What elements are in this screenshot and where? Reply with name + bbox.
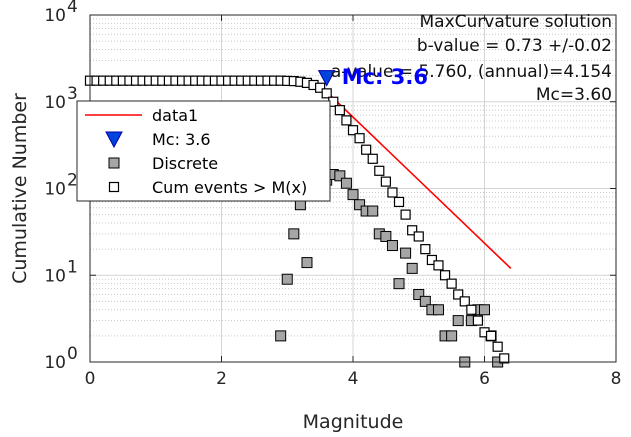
discrete-point (367, 205, 379, 217)
cumulative-point (407, 225, 418, 236)
annotation-box: MaxCurvature solution b-value = 0.73 +/-… (331, 12, 612, 105)
cumulative-point (334, 105, 345, 116)
y-tick-exponent: 1 (67, 257, 78, 277)
y-axis-label: Cumulative Number (9, 93, 31, 284)
annotation-line: b-value = 0.73 +/-0.02 (417, 36, 612, 56)
cumulative-point (347, 125, 359, 136)
discrete-point (452, 315, 464, 327)
annotation-line: Mc=3.60 (536, 85, 612, 105)
legend-label: Mc: 3.6 (152, 130, 211, 149)
discrete-point (446, 330, 458, 342)
legend-swatch-square (108, 157, 120, 169)
cumulative-point (354, 133, 365, 144)
cumulative-point (321, 88, 332, 99)
y-tick-exponent: 4 (67, 0, 78, 17)
cumulative-point (446, 278, 457, 289)
cumulative-point (374, 165, 385, 176)
cumulative-point (341, 115, 352, 126)
cumulative-point (400, 209, 411, 220)
legend-swatch-triangle (105, 131, 123, 149)
x-tick-label: 0 (85, 369, 96, 389)
discrete-point (400, 247, 412, 259)
cumulative-point (413, 231, 424, 242)
y-tick-label: 10 (44, 6, 66, 26)
plot-area (84, 70, 512, 368)
discrete-point (393, 278, 405, 290)
cumulative-point (433, 260, 444, 271)
legend-label: Discrete (152, 154, 218, 173)
discrete-point (281, 273, 293, 285)
cumulative-point (459, 296, 470, 307)
discrete-point (354, 199, 366, 211)
discrete-point (380, 230, 392, 242)
discrete-point (288, 228, 300, 240)
cumulative-point (361, 144, 372, 155)
annotation-line: MaxCurvature solution (420, 12, 613, 32)
fit-line (326, 91, 512, 269)
annotation-line: a-value = 5.760, (annual)=4.154 (331, 62, 612, 82)
discrete-point (347, 189, 359, 201)
discrete-point (275, 330, 287, 342)
discrete-point (406, 262, 418, 274)
legend-label: Cum events > M(x) (152, 178, 307, 197)
cumulative-point (439, 270, 451, 281)
discrete-point (413, 288, 425, 300)
legend: data1 Mc: 3.6 Discrete Cum events > M(x) (76, 100, 331, 202)
y-tick-exponent: 3 (67, 84, 78, 104)
cumulative-point (492, 341, 503, 352)
x-tick-label: 6 (479, 369, 490, 389)
legend-box (76, 100, 331, 202)
mc-label: Mc: 3.6 (342, 65, 428, 89)
y-tick-label: 10 (44, 266, 66, 286)
cumulative-point (485, 330, 497, 341)
cumulative-point (315, 82, 326, 93)
x-tick-label: 8 (611, 369, 622, 389)
x-tick-label: 4 (348, 369, 359, 389)
y-tick-label: 10 (44, 93, 66, 113)
y-tick-label: 10 (44, 353, 66, 373)
x-axis-label: Magnitude (303, 411, 404, 433)
cumulative-point (472, 315, 484, 326)
discrete-point (301, 257, 313, 269)
y-tick-exponent: 2 (67, 171, 78, 191)
discrete-point (334, 170, 346, 182)
cumulative-point (367, 153, 378, 164)
mc-marker (317, 70, 336, 87)
cumulative-point (499, 353, 510, 364)
discrete-point (340, 177, 352, 189)
cumulative-point (393, 196, 405, 208)
y-tick-label: 10 (44, 180, 66, 200)
legend-label: data1 (152, 106, 198, 125)
discrete-point (419, 295, 431, 307)
cumulative-point (380, 176, 391, 187)
legend-swatch-square (108, 181, 120, 193)
x-tick-label: 2 (216, 369, 227, 389)
discrete-point (479, 304, 490, 316)
y-tick-exponent: 0 (67, 344, 78, 364)
cumulative-point (466, 304, 477, 315)
cumulative-point (453, 289, 464, 300)
cumulative-point (387, 187, 398, 198)
cumulative-point (420, 244, 431, 255)
discrete-point (386, 240, 398, 252)
discrete-point (432, 304, 444, 316)
cumulative-point (426, 254, 437, 266)
